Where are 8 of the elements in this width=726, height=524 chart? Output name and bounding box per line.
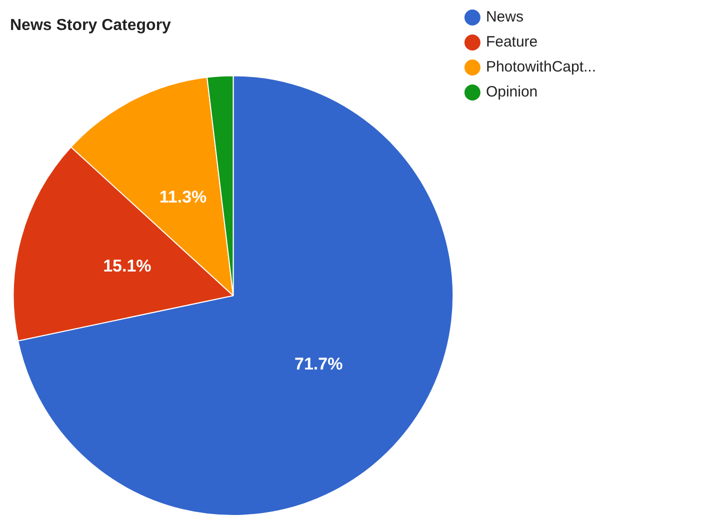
data-label: 15.1% bbox=[103, 256, 152, 276]
legend-label: Feature bbox=[486, 34, 538, 51]
text: News Story Category bbox=[10, 17, 172, 34]
data-label: 11.3% bbox=[159, 187, 207, 206]
data-label: 71.7% bbox=[294, 354, 343, 374]
legend-label: News bbox=[486, 8, 524, 26]
legend-label: Opinion bbox=[486, 84, 538, 101]
legend-label: PhotowithCapt... bbox=[486, 58, 596, 76]
